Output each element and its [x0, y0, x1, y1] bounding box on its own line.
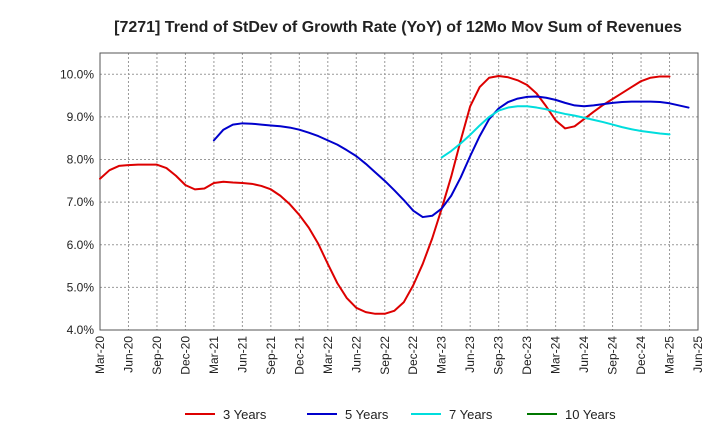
x-tick-label: Jun-20	[121, 336, 135, 373]
x-tick-label: Mar-20	[93, 336, 107, 374]
x-tick-label: Mar-22	[321, 336, 335, 374]
x-tick-label: Dec-20	[178, 336, 192, 375]
series-layer	[99, 75, 690, 315]
y-tick-layer: 4.0% 5.0% 6.0% 7.0% 8.0% 9.0% 10.0%	[60, 67, 94, 337]
x-tick-label: Mar-21	[207, 336, 221, 374]
x-tick-label: Dec-22	[406, 336, 420, 375]
x-tick-label: Sep-23	[492, 336, 506, 375]
x-tick-label: Jun-22	[349, 336, 363, 373]
x-tick-label: Jun-25	[691, 336, 705, 373]
x-tick-label: Mar-23	[435, 336, 449, 374]
legend-label-3-years: 3 Years	[223, 407, 267, 422]
legend-label-5-years: 5 Years	[345, 407, 389, 422]
x-tick-layer: Mar-20 Jun-20 Sep-20 Dec-20 Mar-21 Jun-21 Sep-…	[93, 336, 705, 375]
y-tick-label: 5.0%	[67, 280, 95, 294]
series-line-3-years	[99, 75, 671, 315]
series-line-5-years	[212, 95, 690, 219]
plot-frame	[99, 52, 699, 331]
legend: 3 Years 5 Years 7 Years 10 Years	[185, 407, 616, 422]
y-tick-label: 8.0%	[67, 153, 95, 167]
y-tick-label: 9.0%	[67, 110, 95, 124]
x-tick-label: Sep-21	[264, 336, 278, 375]
y-tick-label: 6.0%	[67, 238, 95, 252]
x-tick-label: Dec-23	[520, 336, 534, 375]
x-tick-label: Sep-22	[378, 336, 392, 375]
x-tick-label: Sep-20	[150, 336, 164, 375]
x-tick-label: Jun-23	[463, 336, 477, 373]
chart-title: [7271] Trend of StDev of Growth Rate (Yo…	[114, 19, 682, 36]
series-line-7-years	[440, 105, 671, 159]
x-tick-label: Mar-25	[663, 336, 677, 374]
grid-layer	[99, 52, 699, 331]
y-tick-label: 4.0%	[67, 323, 95, 337]
x-tick-label: Jun-21	[235, 336, 249, 373]
x-tick-label: Sep-24	[606, 336, 620, 375]
x-tick-label: Jun-24	[577, 336, 591, 373]
y-tick-label: 10.0%	[60, 67, 94, 81]
y-tick-label: 7.0%	[67, 195, 95, 209]
x-tick-label: Dec-24	[634, 336, 648, 375]
x-tick-label: Dec-21	[292, 336, 306, 375]
x-tick-label: Mar-24	[549, 336, 563, 374]
legend-label-7-years: 7 Years	[449, 407, 493, 422]
legend-label-10-years: 10 Years	[565, 407, 616, 422]
